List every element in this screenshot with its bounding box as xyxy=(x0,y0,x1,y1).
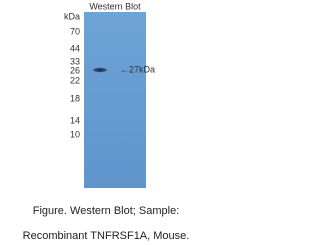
band xyxy=(92,67,108,73)
marker: 70 xyxy=(70,26,80,36)
marker: 33 xyxy=(70,56,80,66)
marker: 22 xyxy=(70,75,80,85)
marker: 10 xyxy=(70,129,80,139)
marker: 18 xyxy=(70,93,80,103)
figure: Western Blot kDa 70 44 33 26 22 18 14 10… xyxy=(23,1,190,242)
marker: 14 xyxy=(70,115,80,125)
marker: 26 xyxy=(70,65,80,75)
band-label: ←27kDa xyxy=(120,64,155,74)
marker: 44 xyxy=(70,43,80,53)
caption-line: Figure. Western Blot; Sample: xyxy=(33,205,180,217)
caption-line: Recombinant TNFRSF1A, Mouse. xyxy=(23,230,190,242)
unit-label: kDa xyxy=(64,11,80,21)
blot-title: Western Blot xyxy=(89,1,141,11)
blot-membrane xyxy=(84,12,146,188)
